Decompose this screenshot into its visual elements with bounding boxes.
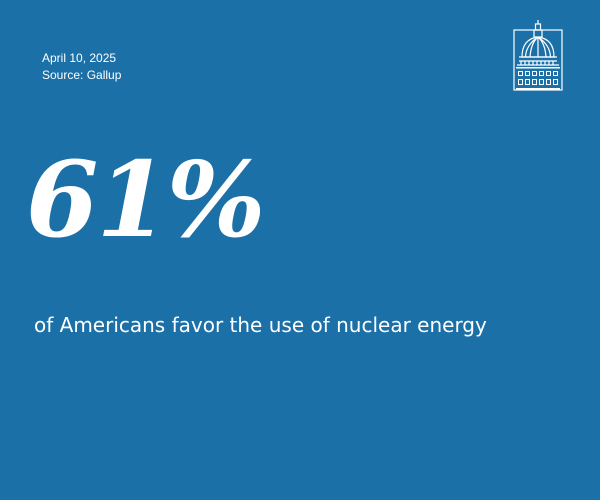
source-label: Source: Gallup xyxy=(42,68,122,82)
publish-date: April 10, 2025 xyxy=(42,51,117,65)
stat-caption: of Americans favor the use of nuclear en… xyxy=(34,313,487,337)
meta-info: April 10, 2025 Source: Gallup xyxy=(42,50,121,84)
stat-value: 61% xyxy=(26,138,266,261)
capitol-dome-icon xyxy=(513,19,563,91)
